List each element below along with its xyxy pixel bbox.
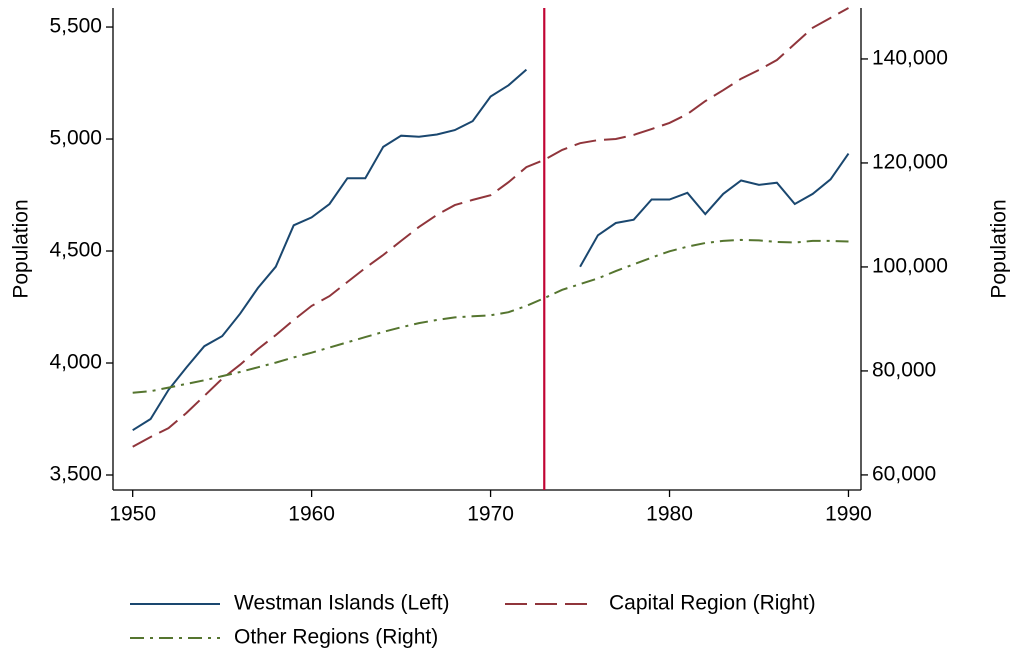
- y2-tick-label: 80,000: [872, 358, 936, 381]
- y2-tick-label: 140,000: [872, 47, 948, 70]
- x-tick-label: 1990: [825, 503, 872, 526]
- x-tick-label: 1950: [109, 503, 156, 526]
- x-tick-label: 1960: [288, 503, 335, 526]
- series-line: [132, 68, 850, 432]
- series-line: [132, 7, 849, 448]
- y-tick-label: 3,500: [49, 463, 102, 486]
- series-line: [132, 238, 849, 394]
- x-tick-label: 1970: [467, 503, 514, 526]
- y-tick-label: 5,000: [49, 127, 102, 150]
- y2-tick-label: 100,000: [872, 254, 948, 277]
- y-axis-label: Population: [10, 199, 33, 298]
- legend-label: Westman Islands (Left): [234, 592, 450, 615]
- y2-tick-label: 120,000: [872, 150, 948, 173]
- legend-label: Capital Region (Right): [609, 592, 816, 615]
- y-tick-label: 4,000: [49, 351, 102, 374]
- y-tick-label: 5,500: [49, 15, 102, 38]
- y2-tick-label: 60,000: [872, 462, 936, 485]
- x-tick-label: 1980: [646, 503, 693, 526]
- legend-label: Other Regions (Right): [234, 626, 438, 649]
- y2-axis-label: Population: [988, 199, 1011, 298]
- y-tick-label: 4,500: [49, 239, 102, 262]
